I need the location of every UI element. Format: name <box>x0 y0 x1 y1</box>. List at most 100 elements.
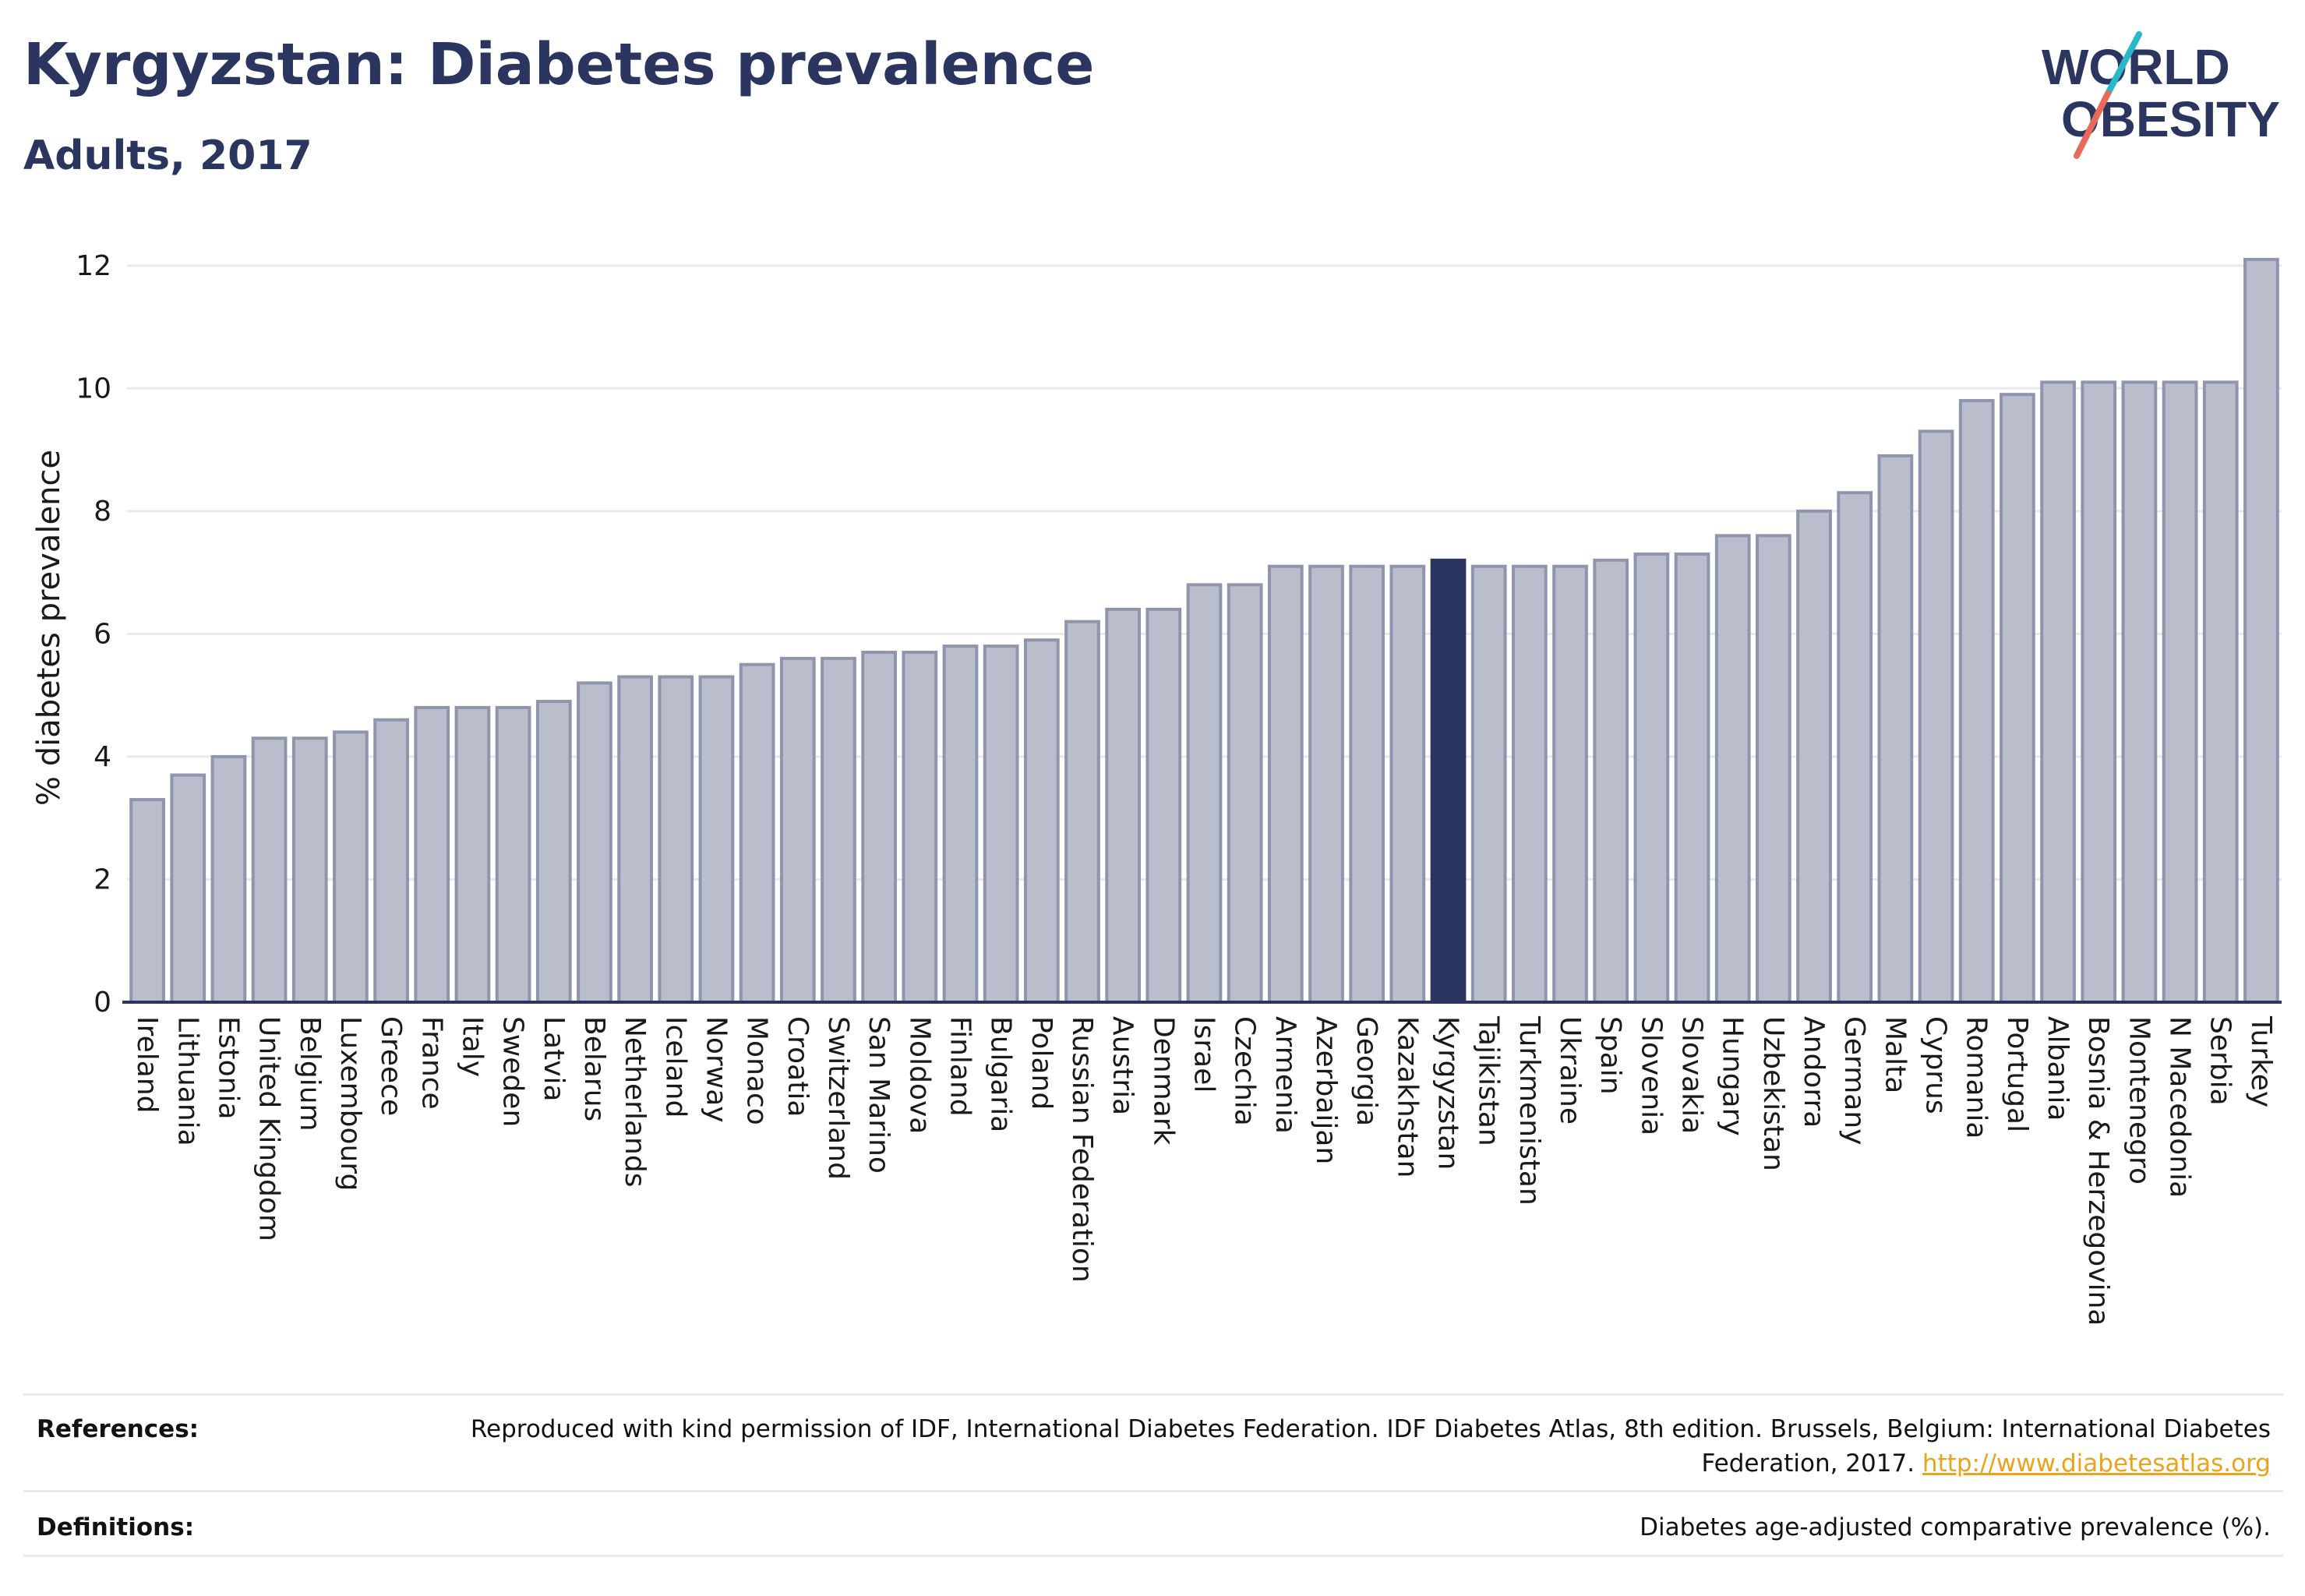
bar-armenia <box>1267 564 1304 1004</box>
x-tick-label: Belarus <box>578 1016 610 1121</box>
bar-montenegro <box>2121 380 2158 1004</box>
bar-iceland <box>658 675 694 1005</box>
x-tick-label: N Macedonia <box>2164 1016 2196 1198</box>
x-tick-label: Monaco <box>741 1016 773 1125</box>
bar-greece <box>373 718 409 1005</box>
y-tick-label: 10 <box>76 373 111 404</box>
x-tick-label: Germany <box>1838 1016 1870 1145</box>
y-tick-label: 12 <box>76 250 111 282</box>
x-tick-label: Belgium <box>294 1016 326 1132</box>
bar-cyprus <box>1918 429 1954 1004</box>
x-tick-label: Romania <box>1961 1016 1993 1139</box>
x-tick-label: Denmark <box>1147 1016 1179 1146</box>
bar-russian-federation <box>1064 620 1100 1004</box>
bar-monaco <box>739 662 775 1004</box>
x-tick-label: Azerbaijan <box>1310 1016 1342 1164</box>
bar-slovenia <box>1633 552 1670 1004</box>
x-tick-label: San Marino <box>863 1016 895 1174</box>
bar-uzbekistan <box>1756 534 1791 1004</box>
bar-san-marino <box>861 651 898 1004</box>
bar-turkmenistan <box>1511 564 1548 1004</box>
y-axis-label: % diabetes prevalence <box>31 450 67 806</box>
bar-croatia <box>779 656 816 1004</box>
x-tick-label: Luxembourg <box>334 1016 366 1191</box>
bar-denmark <box>1145 607 1182 1004</box>
bar-bulgaria <box>983 644 1019 1005</box>
bar-latvia <box>535 700 572 1004</box>
x-tick-label: Kazakhstan <box>1391 1016 1423 1178</box>
x-tick-label: Italy <box>456 1016 488 1077</box>
page-subtitle: Adults, 2017 <box>23 132 312 179</box>
bar-norway <box>698 675 735 1005</box>
definitions-text: Diabetes age-adjusted comparative preval… <box>1640 1513 2271 1541</box>
bar-ukraine <box>1552 564 1588 1004</box>
x-tick-label: Czechia <box>1229 1016 1261 1126</box>
bar-andorra <box>1796 509 1832 1004</box>
bar-united-kingdom <box>251 736 288 1004</box>
x-tick-label: Switzerland <box>822 1016 854 1180</box>
x-tick-label: Finland <box>944 1016 976 1117</box>
bar-israel <box>1186 583 1223 1004</box>
bar-italy <box>454 705 491 1004</box>
x-tick-label: Latvia <box>538 1016 570 1102</box>
x-tick-label: Norway <box>700 1016 732 1123</box>
definitions-label: Definitions: <box>37 1513 195 1541</box>
x-tick-label: Greece <box>375 1016 407 1116</box>
x-tick-label: Georgia <box>1350 1016 1382 1126</box>
x-tick-label: Estonia <box>212 1016 244 1120</box>
bar-netherlands <box>617 675 653 1005</box>
x-tick-label: Tajikistan <box>1473 1015 1505 1146</box>
x-tick-label: Turkey <box>2245 1015 2277 1107</box>
bar-bosnia-herzegovina <box>2081 380 2117 1004</box>
x-tick-label: Lithuania <box>171 1016 203 1146</box>
bar-czechia <box>1227 583 1263 1004</box>
bar-turkey <box>2243 257 2279 1004</box>
x-tick-label: France <box>415 1016 447 1110</box>
bar-switzerland <box>821 656 856 1004</box>
bar-slovakia <box>1674 552 1710 1004</box>
bar-finland <box>942 644 979 1005</box>
x-tick-label: Cyprus <box>1920 1016 1952 1114</box>
references-text: Reproduced with kind permission of IDF, … <box>470 1415 2271 1478</box>
bar-luxembourg <box>333 730 369 1004</box>
x-tick-label: Portugal <box>2001 1016 2033 1132</box>
y-tick-label: 0 <box>94 987 111 1019</box>
world-obesity-logo: WORLD OBESITY <box>2042 31 2280 159</box>
bar-n-macedonia <box>2162 380 2198 1004</box>
x-tick-label: Poland <box>1025 1016 1057 1110</box>
x-tick-label: Croatia <box>782 1016 814 1117</box>
bar-hungary <box>1714 534 1751 1004</box>
bar-kyrgyzstan <box>1430 558 1467 1004</box>
y-tick-label: 4 <box>94 741 111 773</box>
bar-poland <box>1023 638 1060 1004</box>
bar-spain <box>1593 558 1629 1004</box>
bar-ireland <box>129 798 165 1004</box>
y-tick-label: 8 <box>94 496 111 528</box>
x-tick-label: Spain <box>1594 1016 1626 1095</box>
x-tick-label: Slovakia <box>1676 1016 1708 1134</box>
bar-belgium <box>291 736 328 1004</box>
bar-sweden <box>495 705 531 1004</box>
bar-estonia <box>210 754 247 1004</box>
logo-line1: WORLD <box>2042 39 2230 95</box>
x-tick-label: Malta <box>1879 1016 1911 1093</box>
x-tick-label: Serbia <box>2204 1016 2236 1106</box>
x-tick-label: Andorra <box>1798 1016 1830 1128</box>
footer-divider-middle <box>23 1490 2283 1492</box>
x-tick-label: Iceland <box>659 1016 691 1118</box>
bar-albania <box>2040 380 2076 1004</box>
x-tick-label: Uzbekistan <box>1757 1016 1789 1171</box>
references-link[interactable]: http://www.diabetesatlas.org <box>1922 1449 2271 1478</box>
x-tick-label: Slovenia <box>1635 1016 1667 1135</box>
references-text-block: Reproduced with kind permission of IDF, … <box>401 1412 2271 1481</box>
page-title: Kyrgyzstan: Diabetes prevalence <box>23 31 1095 98</box>
logo-slash-top <box>2105 31 2142 97</box>
x-tick-label: Moldova <box>903 1016 935 1134</box>
x-tick-label: Austria <box>1107 1016 1138 1115</box>
x-tick-label: Kyrgyzstan <box>1432 1016 1464 1170</box>
x-tick-label: United Kingdom <box>253 1016 285 1241</box>
x-tick-label: Ireland <box>131 1016 163 1114</box>
x-tick-label: Hungary <box>1717 1016 1749 1136</box>
bar-kazakhstan <box>1389 564 1426 1004</box>
bar-germany <box>1837 491 1873 1004</box>
